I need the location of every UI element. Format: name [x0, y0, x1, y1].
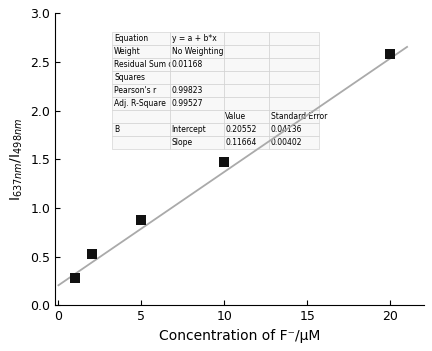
Point	[221, 159, 228, 165]
Point	[138, 217, 145, 223]
X-axis label: Concentration of F⁻/μM: Concentration of F⁻/μM	[159, 329, 320, 343]
Point	[88, 251, 95, 257]
Point	[72, 275, 79, 280]
Point	[387, 51, 394, 57]
Y-axis label: I$_{637 nm}$/I$_{498 nm}$: I$_{637 nm}$/I$_{498 nm}$	[8, 118, 25, 201]
